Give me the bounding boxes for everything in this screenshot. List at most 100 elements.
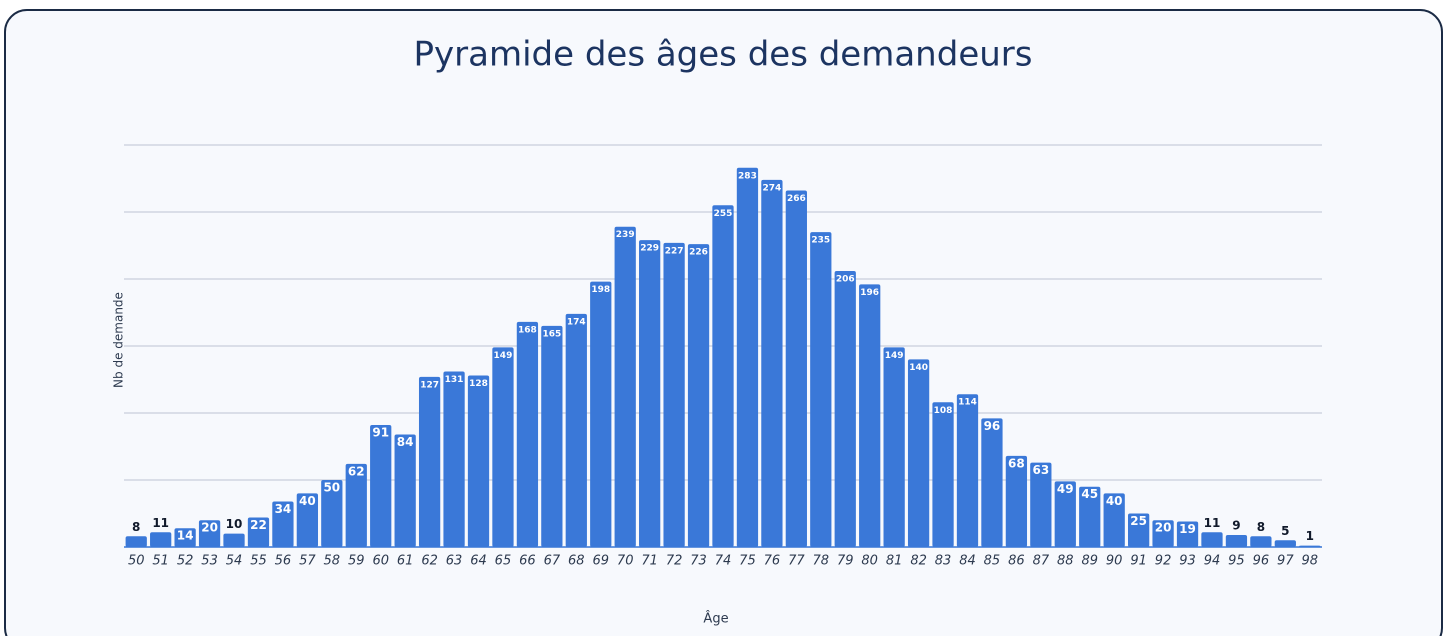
bar — [1054, 481, 1076, 547]
data-label: 229 — [640, 244, 659, 254]
bar — [345, 463, 367, 547]
x-tick-label: 54 — [226, 554, 243, 569]
bar — [834, 270, 856, 547]
bar — [394, 434, 416, 547]
x-tick-label: 96 — [1253, 554, 1270, 569]
x-tick-label: 81 — [886, 554, 903, 569]
data-label: 45 — [1081, 487, 1098, 501]
y-axis-label: Nb de demande — [112, 292, 126, 388]
data-label: 20 — [201, 521, 218, 535]
data-label: 34 — [275, 502, 292, 516]
data-label: 20 — [1155, 521, 1172, 535]
x-tick-label: 50 — [128, 554, 145, 569]
data-label: 114 — [958, 398, 977, 408]
data-label: 174 — [567, 317, 586, 327]
data-label: 19 — [1179, 522, 1196, 536]
bar — [418, 376, 441, 547]
bar — [1152, 520, 1174, 547]
x-tick-label: 56 — [275, 554, 292, 569]
data-label: 266 — [787, 194, 806, 204]
x-tick-label: 51 — [152, 554, 169, 569]
bar — [712, 205, 734, 548]
bar — [272, 501, 294, 547]
data-label: 40 — [1106, 494, 1123, 508]
data-label: 8 — [1257, 520, 1265, 534]
x-tick-label: 71 — [641, 554, 658, 569]
x-tick-label: 53 — [201, 554, 218, 569]
bar — [198, 520, 221, 547]
bar — [174, 528, 196, 547]
bar — [541, 325, 563, 547]
bar — [761, 179, 783, 547]
x-tick-label: 58 — [324, 554, 341, 569]
x-tick-label: 62 — [421, 554, 438, 569]
data-label: 84 — [397, 435, 414, 449]
bar — [907, 359, 930, 547]
bar — [370, 425, 392, 547]
x-tick-label: 68 — [568, 554, 585, 569]
data-label: 239 — [616, 230, 635, 240]
bar — [492, 347, 514, 547]
bar — [1079, 486, 1101, 547]
data-label: 50 — [323, 481, 340, 495]
data-label: 9 — [1232, 518, 1240, 532]
data-label: 140 — [909, 363, 928, 373]
bar — [1274, 540, 1296, 547]
data-label: 274 — [762, 183, 781, 193]
x-tick-label: 59 — [348, 554, 365, 569]
x-tick-label: 82 — [910, 554, 927, 569]
data-label: 198 — [591, 285, 610, 295]
bar — [785, 190, 807, 547]
data-label: 49 — [1057, 482, 1074, 496]
bar — [247, 517, 270, 547]
data-label: 128 — [469, 379, 488, 389]
bar — [663, 242, 685, 547]
bar — [150, 532, 172, 547]
x-tick-label: 79 — [837, 554, 854, 569]
x-tick-label: 98 — [1302, 554, 1319, 569]
x-tick-label: 65 — [495, 554, 512, 569]
bar — [883, 347, 905, 547]
data-label: 227 — [665, 246, 684, 256]
bar — [296, 493, 319, 547]
x-tick-label: 66 — [519, 554, 536, 569]
data-label: 68 — [1008, 456, 1025, 470]
data-label: 149 — [885, 351, 904, 361]
data-label: 168 — [518, 325, 537, 335]
data-label: 1 — [1306, 529, 1314, 543]
data-label: 91 — [372, 426, 389, 440]
x-tick-label: 85 — [984, 554, 1001, 569]
bar — [321, 480, 343, 547]
data-label: 40 — [299, 494, 316, 508]
bar — [1201, 532, 1223, 547]
bar — [1005, 455, 1028, 547]
bar — [443, 371, 465, 547]
x-tick-label: 83 — [935, 554, 952, 569]
data-label: 165 — [542, 329, 561, 339]
bar — [614, 226, 636, 548]
x-tick-label: 75 — [739, 554, 756, 569]
x-tick-label: 70 — [617, 554, 634, 569]
x-tick-label: 57 — [299, 554, 316, 569]
x-tick-label: 69 — [592, 554, 609, 569]
x-tick-label: 60 — [372, 554, 389, 569]
bar — [859, 284, 881, 547]
bar — [736, 167, 759, 547]
x-tick-label: 77 — [788, 554, 805, 569]
x-tick-label: 89 — [1081, 554, 1098, 569]
bar — [956, 394, 979, 547]
x-tick-label: 55 — [250, 554, 267, 569]
x-tick-label: 86 — [1008, 554, 1025, 569]
bar — [1127, 513, 1150, 547]
data-label: 108 — [934, 406, 953, 416]
data-label: 149 — [494, 351, 513, 361]
x-tick-label: 78 — [813, 554, 830, 569]
bar — [687, 244, 710, 547]
data-label: 255 — [714, 209, 733, 219]
data-label: 131 — [445, 375, 464, 385]
x-tick-label: 74 — [715, 554, 732, 569]
data-label: 22 — [250, 518, 267, 532]
bar — [223, 533, 245, 547]
bar — [1030, 462, 1052, 547]
bar — [981, 418, 1003, 547]
